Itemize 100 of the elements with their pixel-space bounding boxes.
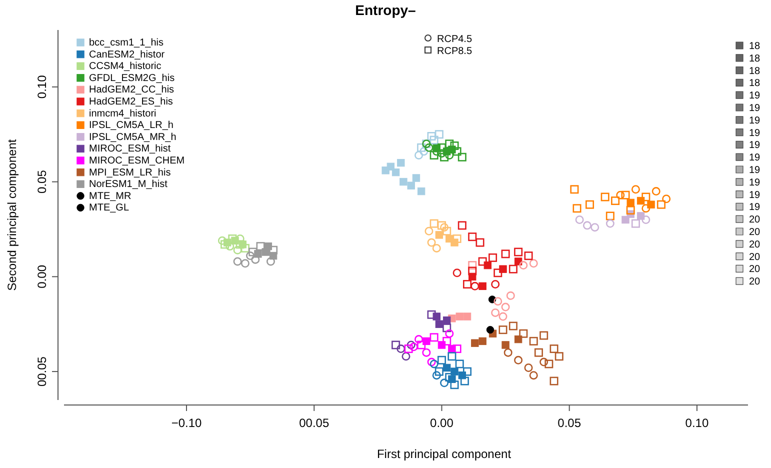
point	[448, 352, 456, 361]
point	[414, 150, 424, 160]
point	[468, 266, 477, 276]
text: 19	[749, 190, 761, 201]
point	[427, 358, 436, 366]
annotation: RCP8.5	[437, 46, 472, 57]
point	[544, 360, 554, 368]
point	[427, 310, 436, 319]
point	[524, 252, 533, 260]
point	[218, 236, 226, 245]
point	[432, 244, 441, 252]
text: 20	[749, 264, 761, 276]
text: 20	[749, 252, 761, 263]
legend-label: GFDL_ESM2G_his	[89, 72, 175, 84]
point	[442, 226, 452, 236]
y-axis-title: Second principal component	[5, 138, 19, 291]
text: 19	[749, 115, 761, 126]
point	[631, 219, 640, 228]
point	[397, 158, 405, 167]
point	[440, 223, 449, 232]
point	[631, 185, 640, 194]
text: 19	[749, 202, 761, 214]
point	[529, 371, 538, 380]
point	[600, 192, 610, 202]
point	[470, 282, 480, 290]
point	[452, 344, 462, 354]
text: 19	[749, 128, 761, 139]
point	[572, 204, 582, 213]
point	[456, 312, 464, 320]
x-axis-title: First principal component	[376, 447, 512, 461]
point	[642, 192, 650, 202]
point	[442, 364, 451, 372]
text: 19	[749, 103, 761, 114]
point	[626, 206, 635, 215]
point	[506, 291, 515, 300]
point	[586, 200, 594, 209]
point	[478, 337, 486, 346]
point	[452, 268, 462, 278]
point	[468, 261, 477, 270]
point	[407, 182, 415, 190]
legend-label: MPI_ESM_LR_his	[89, 167, 171, 178]
point	[463, 312, 472, 320]
point	[452, 234, 462, 243]
point	[478, 282, 486, 290]
point	[450, 141, 459, 150]
y-tick-label: 00.05	[35, 356, 49, 387]
point	[524, 363, 533, 372]
text: 20	[749, 214, 761, 226]
point	[420, 147, 428, 156]
point	[626, 198, 634, 207]
point	[434, 130, 444, 139]
text: 19	[749, 152, 761, 164]
point	[606, 212, 614, 220]
point	[430, 333, 438, 342]
point	[498, 326, 508, 334]
point	[534, 348, 543, 357]
point	[409, 342, 418, 352]
legend-label: HadGEM2_ES_his	[89, 96, 173, 108]
y-tick-label: 0.10	[35, 74, 49, 99]
point	[662, 194, 671, 204]
point	[445, 140, 454, 148]
point	[427, 132, 436, 141]
point	[570, 185, 579, 194]
point	[622, 216, 630, 224]
x-tick-label: 0.10	[685, 416, 709, 430]
x-tick-label: 00.05	[299, 416, 330, 430]
point	[251, 255, 260, 264]
point	[435, 231, 444, 239]
point	[550, 344, 558, 354]
point	[434, 367, 444, 376]
point	[417, 143, 426, 152]
point	[494, 297, 502, 306]
point	[452, 147, 462, 156]
legend-label: bcc_csm1_1_his	[89, 38, 164, 48]
legend-label: MIROC_ESM_CHEM	[89, 156, 185, 166]
point	[440, 152, 449, 162]
point	[240, 244, 250, 252]
point	[642, 204, 650, 213]
point	[642, 215, 650, 224]
text: 18	[749, 41, 761, 52]
legend-label: HadGEM2_CC_his	[89, 84, 174, 96]
text: 19	[749, 165, 761, 176]
point	[269, 246, 278, 254]
point	[458, 221, 466, 230]
point	[442, 336, 452, 346]
point	[442, 324, 452, 332]
point	[437, 221, 446, 230]
point	[652, 187, 660, 196]
x-tick-label: −0.10	[171, 416, 202, 430]
point	[529, 259, 538, 268]
annotation: RCP4.5	[437, 34, 472, 45]
point	[502, 341, 510, 349]
point	[430, 150, 438, 160]
point	[476, 238, 484, 247]
point	[616, 190, 625, 200]
point	[266, 257, 275, 266]
point	[236, 234, 244, 243]
point	[427, 238, 436, 247]
x-tick-label: 0.05	[558, 416, 582, 430]
point	[455, 360, 464, 368]
